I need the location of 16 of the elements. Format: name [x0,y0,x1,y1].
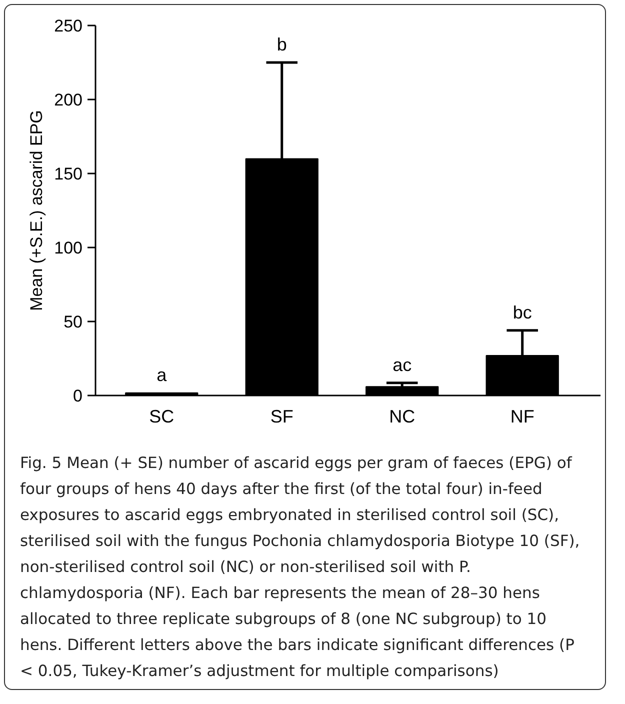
annotation: a [156,364,168,385]
y-tick-label: 150 [54,164,83,184]
text: Fig. 5 Mean (+ SE) number of ascarid eggs per gram of faeces (EPG) of four groups of hens 40 days after the first (of the total four) in-feed exposures to ascarid eggs embryonated in sterilised control soil (SC), sterilised soil with the fungus Pochonia chlamydosporia Biotype 10 (SF), non-sterilised control soil (NC) or non-sterilised soil with P. chlamydosporia (NF). Each bar represents the mean of 28–30 hens allocated to three replicate subgroups of 8 (one NC subgroup) to 10 hens. Different letters above the bars indicate significant differences (P < 0.05, Tukey-Kramer’s adjustment for multiple comparisons) [20,454,580,680]
x-tick-label: SC [149,406,174,426]
annotation: b [276,34,287,54]
y-tick-label: 200 [54,90,83,110]
y-tick-label: 50 [64,312,83,332]
annotation: bc [512,302,532,322]
x-tick-label: NF [510,406,534,426]
annotation: ac [392,354,412,375]
y-tick-label: 250 [54,16,83,36]
x-tick-label: SF [270,406,294,426]
y-tick-label: 100 [54,238,83,258]
y-axis-title: Mean (+S.E.) ascarid EPG [27,110,46,311]
y-tick-label: 0 [73,386,83,406]
x-tick-label: NC [389,406,416,426]
